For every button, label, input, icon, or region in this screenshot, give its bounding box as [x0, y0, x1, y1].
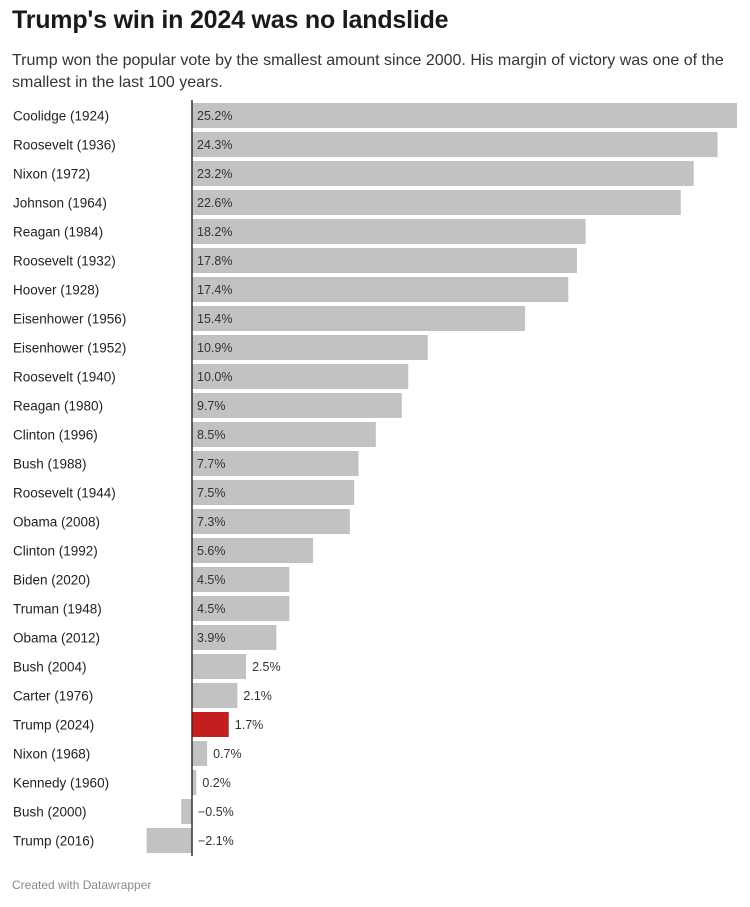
value-label-bush-1988: 7.7%: [197, 457, 226, 471]
category-label-eisenhower-1956: Eisenhower (1956): [13, 312, 126, 327]
value-label-eisenhower-1956: 15.4%: [197, 312, 232, 326]
bar-clinton-1992: [192, 538, 314, 563]
value-label-roosevelt-1932: 17.8%: [197, 254, 232, 268]
value-label-biden-2020: 4.5%: [197, 573, 226, 587]
category-label-trump-2016: Trump (2016): [13, 834, 94, 849]
bar-trump-2024: [192, 712, 229, 737]
category-label-kennedy-1960: Kennedy (1960): [13, 776, 109, 791]
bar-coolidge-1924: [192, 103, 737, 128]
value-label-bush-2000: −0.5%: [198, 805, 234, 819]
datawrapper-credit: Created with Datawrapper: [12, 878, 152, 892]
category-label-biden-2020: Biden (2020): [13, 573, 90, 588]
bar-chart: Coolidge (1924) 25.2% Roosevelt (1936) 24.3…: [13, 100, 737, 856]
category-label-coolidge-1924: Coolidge (1924): [13, 109, 109, 124]
category-label-roosevelt-1932: Roosevelt (1932): [13, 254, 116, 269]
bar-roosevelt-1944: [192, 480, 355, 505]
value-label-reagan-1984: 18.2%: [197, 225, 232, 239]
bar-roosevelt-1932: [192, 248, 577, 273]
value-label-roosevelt-1936: 24.3%: [197, 138, 232, 152]
value-label-johnson-1964: 22.6%: [197, 196, 232, 210]
bar-reagan-1980: [192, 393, 402, 418]
value-label-clinton-1996: 8.5%: [197, 428, 226, 442]
bar-hoover-1928: [192, 277, 569, 302]
bar-roosevelt-1940: [192, 364, 409, 389]
value-label-obama-2012: 3.9%: [197, 631, 226, 645]
value-label-coolidge-1924: 25.2%: [197, 109, 232, 123]
category-label-bush-2000: Bush (2000): [13, 805, 87, 820]
category-label-hoover-1928: Hoover (1928): [13, 283, 99, 298]
bar-obama-2012: [192, 625, 277, 650]
value-label-carter-1976: 2.1%: [243, 689, 272, 703]
bar-reagan-1984: [192, 219, 586, 244]
category-label-eisenhower-1952: Eisenhower (1952): [13, 341, 126, 356]
bar-obama-2008: [192, 509, 350, 534]
bar-trump-2016: [146, 828, 192, 853]
value-label-eisenhower-1952: 10.9%: [197, 341, 232, 355]
bar-carter-1976: [192, 683, 238, 708]
bar-nixon-1972: [192, 161, 694, 186]
bar-truman-1948: [192, 596, 290, 621]
category-label-obama-2008: Obama (2008): [13, 515, 100, 530]
bar-roosevelt-1936: [192, 132, 718, 157]
category-label-nixon-1968: Nixon (1968): [13, 747, 90, 762]
value-label-trump-2024: 1.7%: [235, 718, 264, 732]
bar-bush-1988: [192, 451, 359, 476]
chart-subtitle: Trump won the popular vote by the smalle…: [12, 52, 724, 91]
category-label-obama-2012: Obama (2012): [13, 631, 100, 646]
value-label-kennedy-1960: 0.2%: [202, 776, 231, 790]
category-label-bush-2004: Bush (2004): [13, 660, 87, 675]
value-label-obama-2008: 7.3%: [197, 515, 226, 529]
category-label-reagan-1980: Reagan (1980): [13, 399, 103, 414]
value-label-nixon-1972: 23.2%: [197, 167, 232, 181]
value-label-roosevelt-1940: 10.0%: [197, 370, 232, 384]
bar-bush-2004: [192, 654, 247, 679]
category-label-truman-1948: Truman (1948): [13, 602, 102, 617]
chart-title: Trump's win in 2024 was no landslide: [12, 6, 449, 34]
value-label-hoover-1928: 17.4%: [197, 283, 232, 297]
bar-clinton-1996: [192, 422, 376, 447]
category-label-carter-1976: Carter (1976): [13, 689, 93, 704]
bar-nixon-1968: [192, 741, 208, 766]
bar-eisenhower-1956: [192, 306, 526, 331]
bar-biden-2020: [192, 567, 290, 592]
category-label-clinton-1996: Clinton (1996): [13, 428, 98, 443]
bar-eisenhower-1952: [192, 335, 428, 360]
category-label-roosevelt-1940: Roosevelt (1940): [13, 370, 116, 385]
category-label-nixon-1972: Nixon (1972): [13, 167, 90, 182]
value-label-trump-2016: −2.1%: [198, 834, 234, 848]
value-label-reagan-1980: 9.7%: [197, 399, 226, 413]
value-label-roosevelt-1944: 7.5%: [197, 486, 226, 500]
bar-johnson-1964: [192, 190, 681, 215]
category-label-trump-2024: Trump (2024): [13, 718, 94, 733]
value-label-bush-2004: 2.5%: [252, 660, 280, 674]
value-label-truman-1948: 4.5%: [197, 602, 226, 616]
bar-kennedy-1960: [192, 770, 197, 795]
category-label-reagan-1984: Reagan (1984): [13, 225, 103, 240]
category-label-roosevelt-1936: Roosevelt (1936): [13, 138, 116, 153]
category-label-johnson-1964: Johnson (1964): [13, 196, 107, 211]
value-label-clinton-1992: 5.6%: [197, 544, 226, 558]
category-label-roosevelt-1944: Roosevelt (1944): [13, 486, 116, 501]
category-label-clinton-1992: Clinton (1992): [13, 544, 98, 559]
bar-bush-2000: [181, 799, 192, 824]
value-label-nixon-1968: 0.7%: [213, 747, 242, 761]
category-label-bush-1988: Bush (1988): [13, 457, 87, 472]
